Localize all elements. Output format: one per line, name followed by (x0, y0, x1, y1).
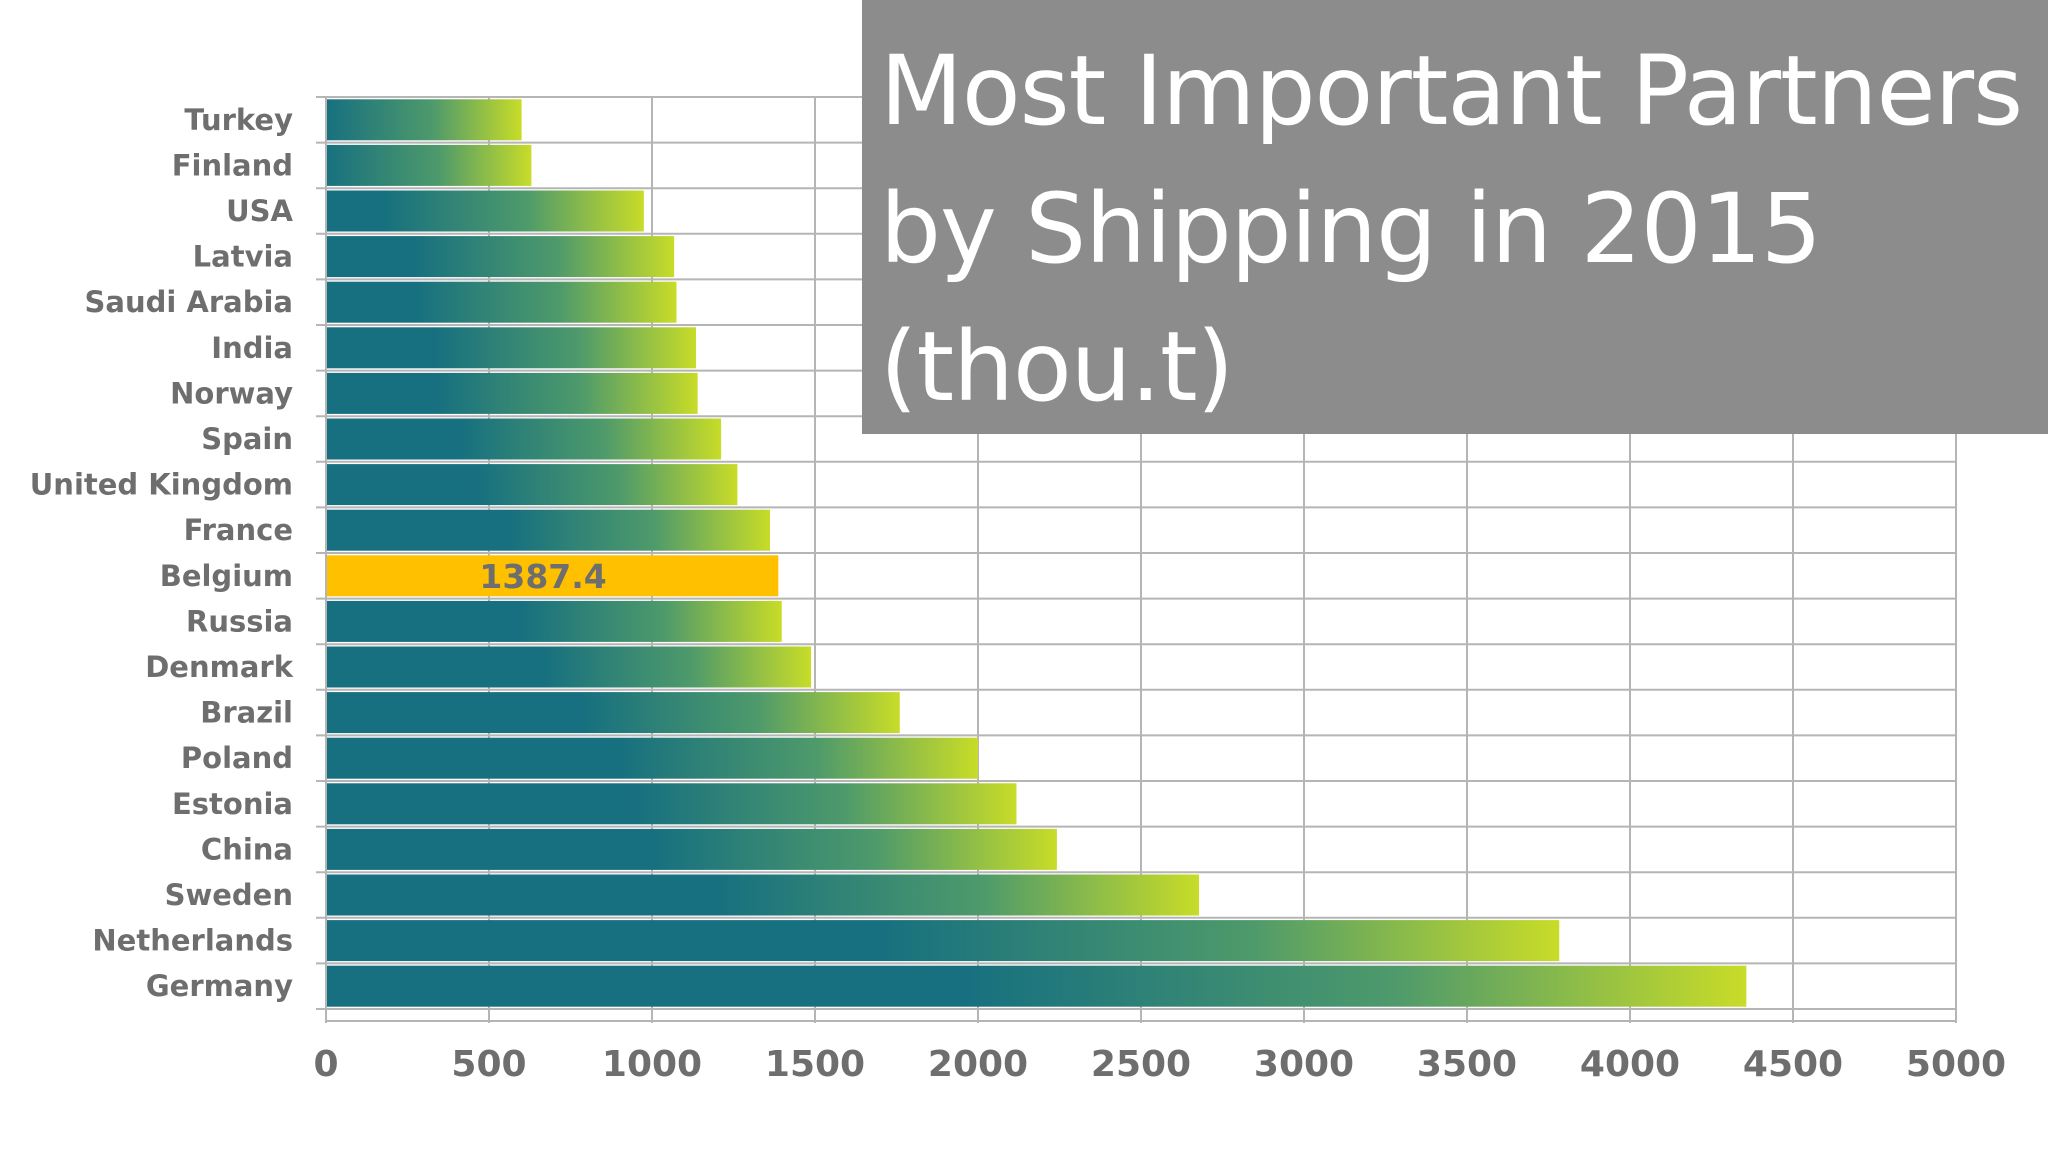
bar-netherlands (326, 920, 1560, 962)
bar-united-kingdom (326, 464, 738, 506)
x-tick-label: 500 (451, 1044, 526, 1085)
bar-poland (326, 737, 978, 779)
category-label: Norway (170, 376, 293, 410)
bar-germany (326, 965, 1747, 1007)
category-label: Estonia (172, 787, 293, 821)
category-label: USA (226, 194, 293, 228)
category-label: Brazil (200, 696, 293, 730)
bar-usa (326, 190, 644, 232)
category-label: Finland (172, 148, 293, 182)
bar-sweden (326, 874, 1200, 916)
axes (325, 97, 1956, 1023)
x-tick-label: 3000 (1254, 1044, 1354, 1085)
bar-india (326, 327, 697, 369)
bars (326, 99, 1747, 1007)
bar-spain (326, 418, 722, 460)
category-label: Germany (146, 969, 293, 1003)
x-tick-label: 4500 (1743, 1044, 1843, 1085)
category-label: India (211, 331, 293, 365)
x-tick-label: 4000 (1580, 1044, 1680, 1085)
bar-norway (326, 372, 698, 414)
x-tick-label: 2500 (1091, 1044, 1191, 1085)
bar-saudi-arabia (326, 281, 677, 323)
bar-latvia (326, 236, 675, 278)
x-tick-label: 2000 (928, 1044, 1028, 1085)
title-panel: Most Important Partners by Shipping in 2… (862, 0, 2048, 434)
category-label: Turkey (184, 103, 293, 137)
data-label: 1387.4 (479, 557, 606, 596)
x-tick-label: 1500 (765, 1044, 865, 1085)
category-label: Netherlands (92, 924, 293, 958)
x-tick-label: 1000 (602, 1044, 702, 1085)
category-label: Poland (181, 741, 293, 775)
bar-france (326, 509, 771, 551)
category-label: Belgium (160, 559, 293, 593)
bar-turkey (326, 99, 522, 141)
category-label: China (201, 832, 293, 866)
x-tick-label: 3500 (1417, 1044, 1517, 1085)
chart-title: Most Important Partners by Shipping in 2… (880, 35, 2023, 423)
bar-finland (326, 144, 532, 186)
bar-belgium (326, 555, 779, 597)
x-tick-label: 5000 (1906, 1044, 2006, 1085)
bar-denmark (326, 646, 812, 688)
category-label: Saudi Arabia (85, 285, 293, 319)
category-label: United Kingdom (30, 468, 293, 502)
category-label: Denmark (145, 650, 293, 684)
category-label: Latvia (193, 240, 293, 274)
bar-russia (326, 600, 782, 642)
category-label: Sweden (165, 878, 293, 912)
category-label: Russia (186, 604, 293, 638)
bar-estonia (326, 783, 1017, 825)
category-label: France (184, 513, 293, 547)
category-label: Spain (201, 422, 293, 456)
x-tick-label: 0 (313, 1044, 338, 1085)
bar-china (326, 828, 1057, 870)
bar-brazil (326, 692, 900, 734)
labels: Turkey Finland USA Latvia Saudi Arabia India N… (30, 103, 2006, 1085)
